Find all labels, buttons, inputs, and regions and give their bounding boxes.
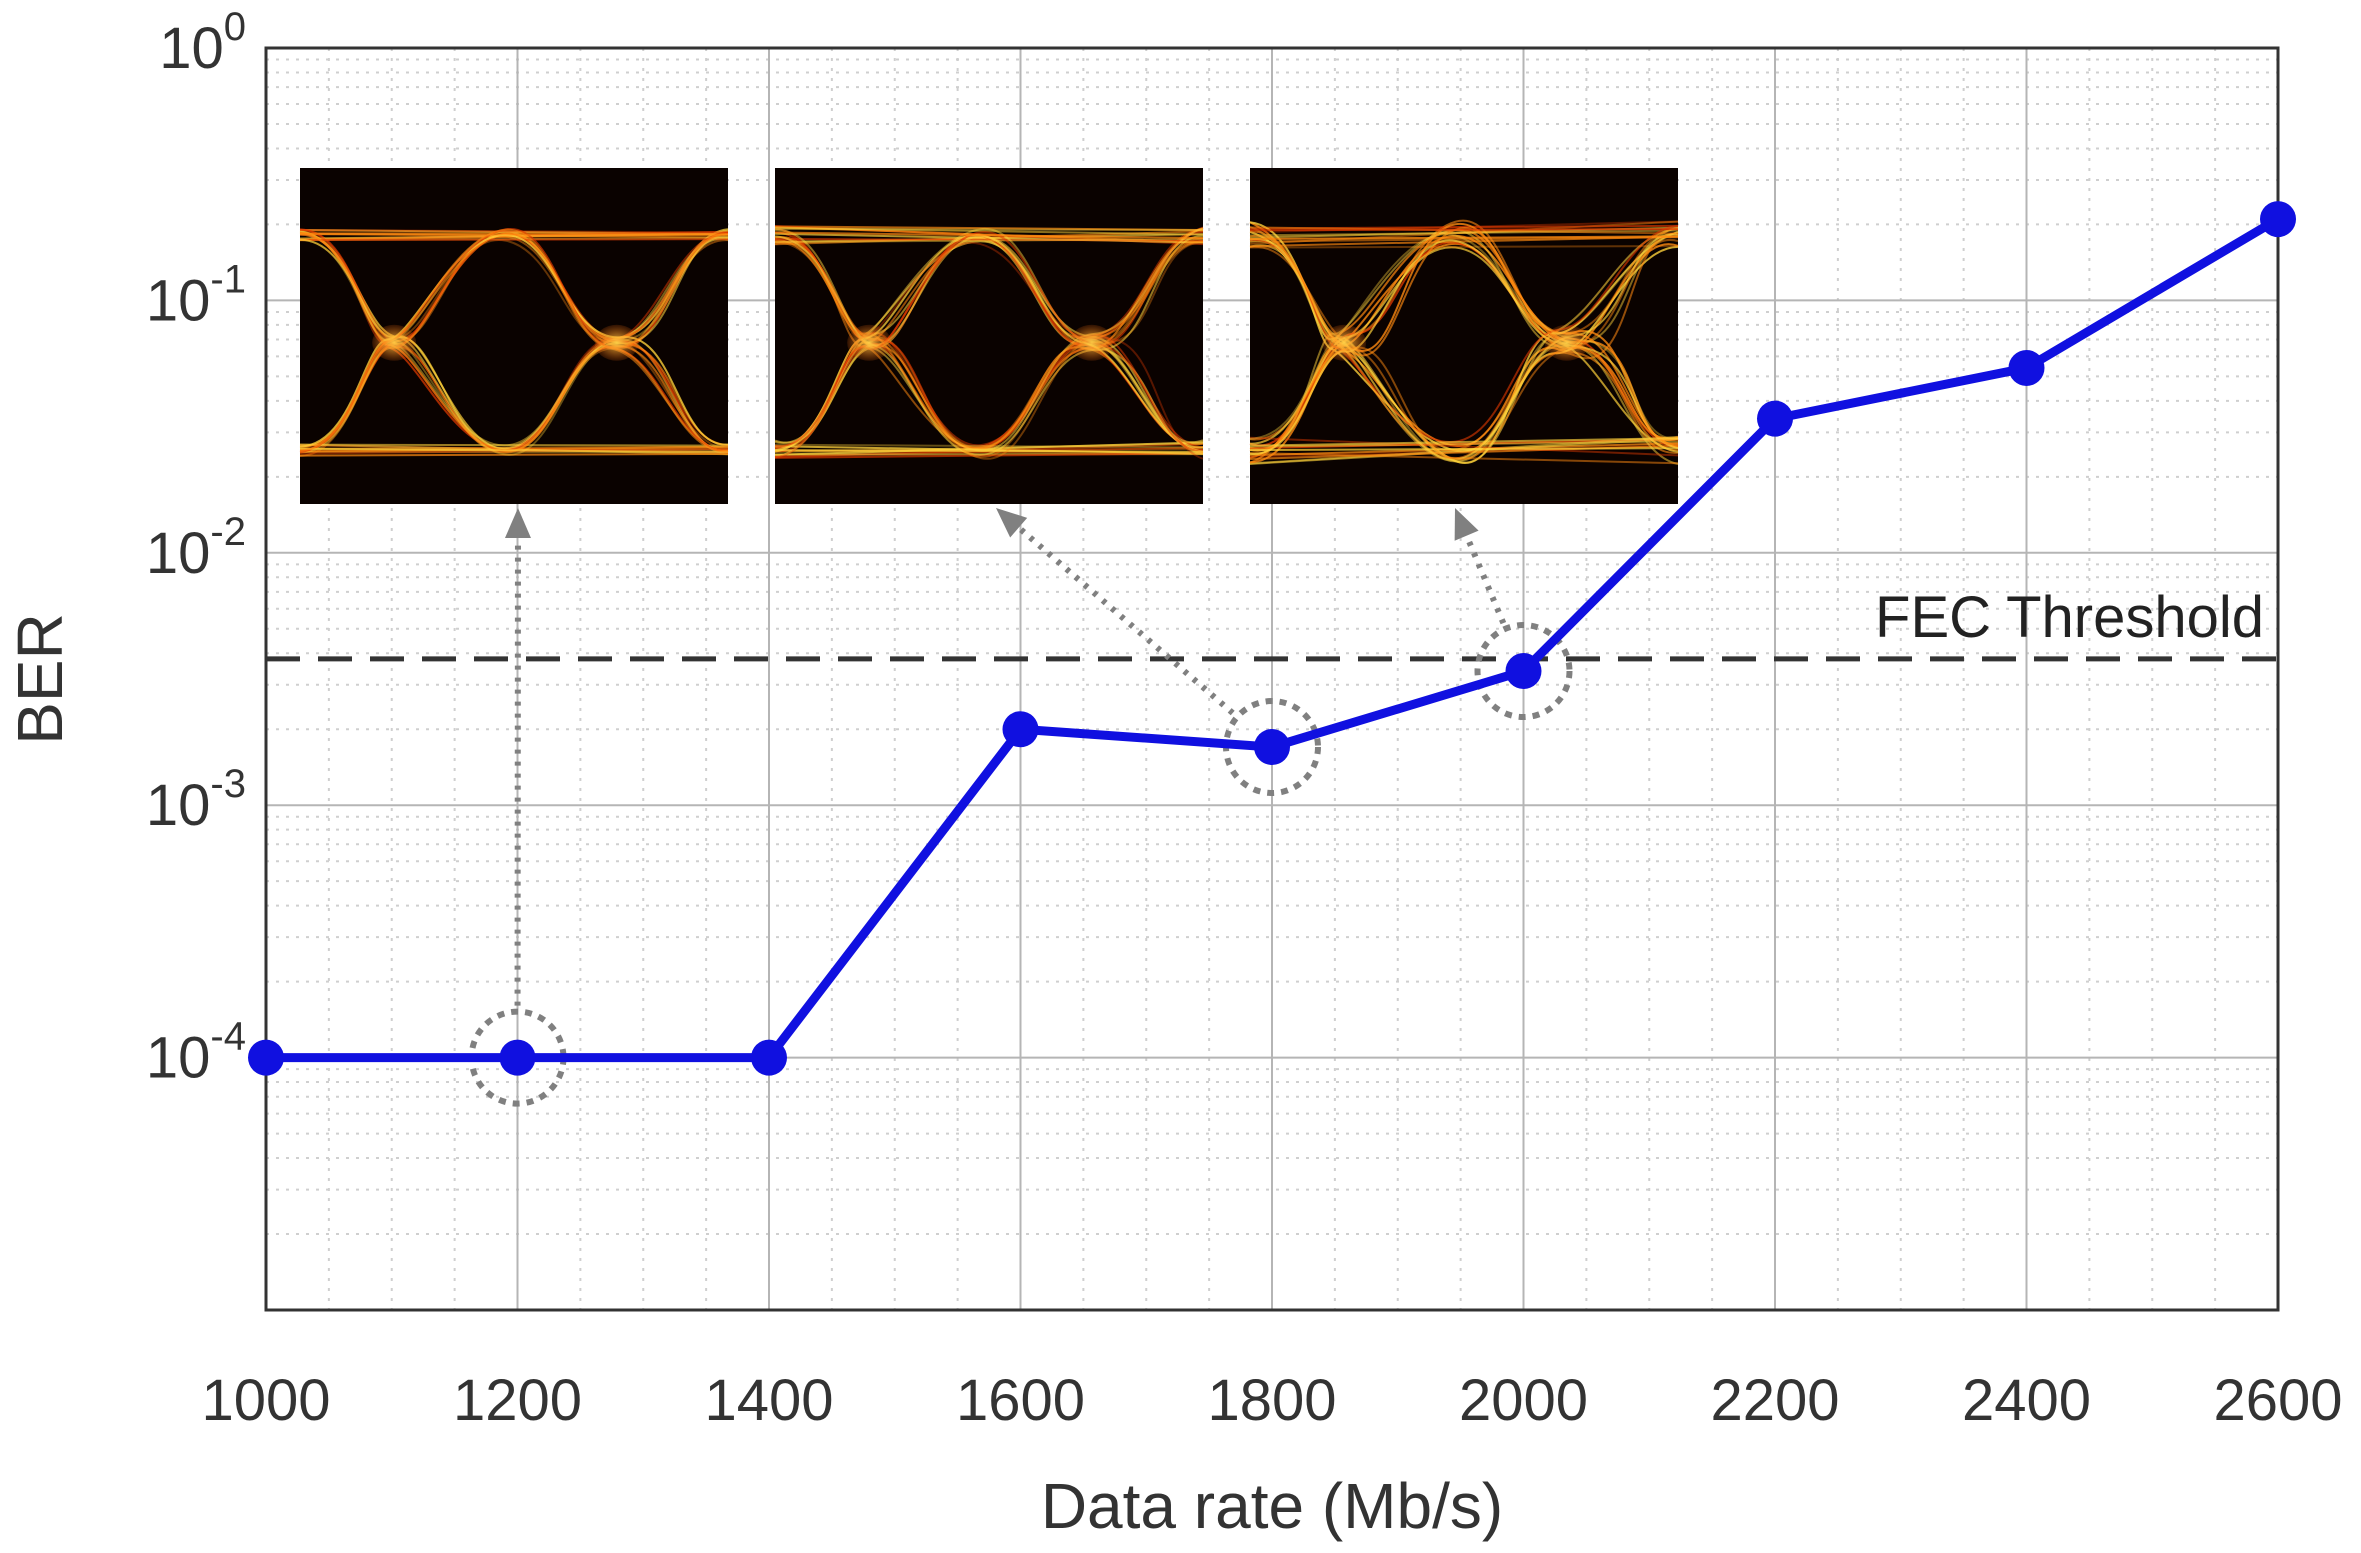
x-tick-label: 1600 [956,1368,1085,1433]
data-point [248,1039,284,1076]
x-tick-label: 1000 [201,1368,330,1433]
eye-crossing [594,324,639,361]
eye-trace [1249,228,1679,232]
eye-diagram-inset [774,168,1204,504]
x-tick-labels: 1000 1200 1400 1600 1800 2000 2200 2400 2600 [201,1368,2342,1433]
eye-trace [1249,234,1679,464]
callout-arrow-head [996,508,1028,538]
data-point [1505,653,1542,690]
eye-crossing [372,324,417,361]
eye-trace [774,238,1204,244]
eye-trace [774,236,1204,459]
eye-trace [299,443,729,447]
y-tick-labels: 10-4 10-3 10-2 10-1 100 [146,5,246,1091]
callout-arrow-head [1454,508,1479,541]
callout-arrows [504,508,1507,1006]
eye-trace [1249,246,1679,449]
eye-trace [1249,235,1679,240]
eye-trace [1249,440,1679,448]
eye-crossing [1069,324,1114,361]
eye-trace [299,231,729,454]
eye-diagram-inset [1249,168,1679,504]
x-tick-label: 1400 [704,1368,833,1433]
eye-trace [1249,239,1679,455]
eye-diagram-inset [299,168,729,504]
x-tick-label: 2200 [1710,1368,1839,1433]
x-axis-label: Data rate (Mb/s) [1041,1470,1503,1542]
eye-trace [1249,233,1679,461]
eye-trace [774,235,1204,456]
eye-trace [774,449,1204,453]
eye-trace [299,230,729,456]
y-axis-label: BER [4,613,76,745]
data-series [248,201,2296,1076]
eye-crossing [847,324,892,361]
eye-trace [1249,234,1679,460]
x-tick-label: 2600 [2213,1368,2342,1433]
eye-trace [774,241,1204,460]
callout-arrow-head [504,508,531,539]
fec-threshold-label: FEC Threshold [1875,585,2264,650]
callout-arrow-shaft [1012,521,1235,716]
data-point [2260,201,2296,238]
eye-trace [774,231,1204,453]
data-point [1254,729,1290,766]
y-tick-label: 10-2 [146,510,246,586]
eye-trace [774,227,1204,232]
y-tick-label: 10-1 [146,257,246,333]
eye-trace [774,225,1204,231]
highlight-circle [1474,622,1573,721]
eye-trace [299,237,729,456]
eye-crossing [1322,324,1367,361]
data-point [1002,711,1039,748]
x-tick-label: 2400 [1962,1368,2091,1433]
plot-frame [264,46,2280,1312]
data-point [1757,400,1793,437]
eye-trace [1249,233,1679,440]
eye-trace [299,231,729,235]
eye-trace [299,228,729,453]
x-tick-label: 1200 [453,1368,582,1433]
callout-arrow-shaft [1461,528,1507,625]
eye-trace [299,238,729,242]
data-point [751,1039,787,1076]
eye-crossing [1544,324,1589,361]
eye-trace [1249,436,1679,457]
y-tick-label: 100 [159,5,246,81]
y-tick-label: 10-4 [146,1015,246,1091]
eye-trace [299,452,729,457]
eye-trace [1249,447,1679,452]
eye-trace [774,452,1204,459]
eye-trace [774,240,1204,449]
data-point [499,1039,536,1076]
x-tick-label: 1800 [1207,1368,1336,1433]
eye-trace [1249,245,1679,249]
data-point [2008,349,2045,386]
eye-trace [774,441,1204,456]
eye-trace [1249,235,1679,248]
eye-trace [299,235,729,450]
insets [299,168,1679,504]
x-tick-label: 2000 [1459,1368,1588,1433]
y-tick-label: 10-3 [146,762,246,838]
eye-trace [299,232,729,237]
eye-trace [774,238,1204,242]
eye-trace [774,226,1204,236]
eye-trace [774,231,1204,240]
eye-trace [299,447,729,454]
eye-trace [774,237,1204,460]
eye-trace [1249,437,1679,447]
